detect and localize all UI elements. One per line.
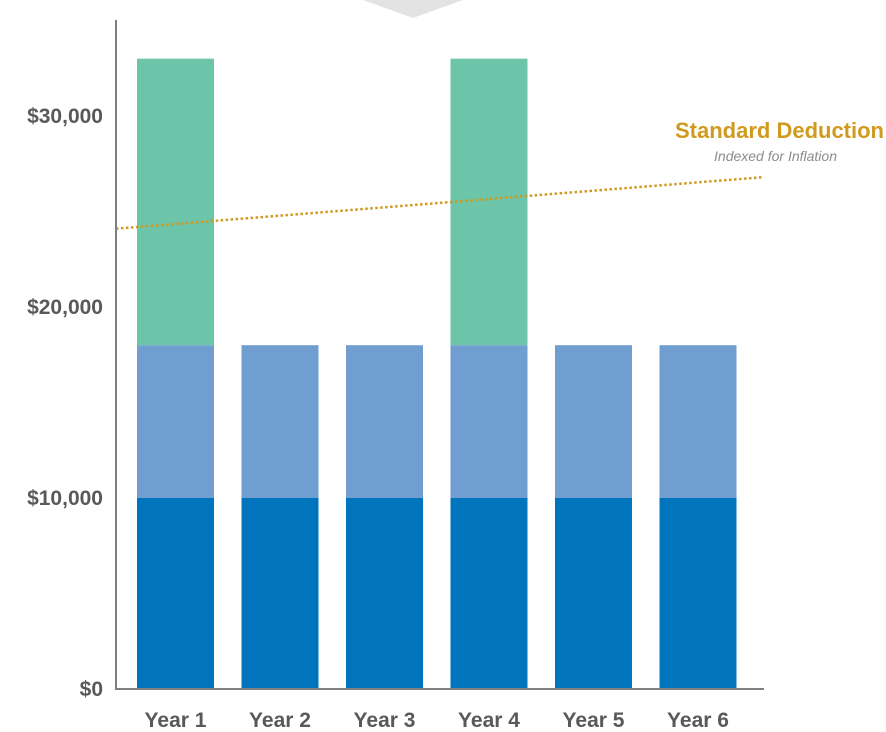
- x-tick-label: Year 2: [249, 709, 311, 732]
- bar-segment-1-year-1: [137, 498, 214, 689]
- bar-segment-1-year-4: [450, 498, 528, 689]
- standard-deduction-line: [115, 175, 765, 230]
- x-tick-label: Year 5: [563, 709, 625, 732]
- y-tick-label: $10,000: [27, 487, 103, 510]
- bar-segment-1-year-3: [346, 498, 423, 689]
- bar-segment-3-year-1: [137, 58, 214, 346]
- x-tick-labels: Year 1 Year 2 Year 3 Year 4 Year 5 Year 6: [145, 709, 729, 732]
- bar-segment-2-year-1: [137, 345, 214, 498]
- reference-line-group: [115, 175, 765, 230]
- bar-segment-2-year-2: [241, 345, 319, 498]
- y-tick-label: $20,000: [27, 296, 103, 319]
- x-tick-label: Year 6: [667, 709, 729, 732]
- x-tick-label: Year 4: [458, 709, 520, 732]
- bars-group: [137, 58, 737, 689]
- bar-segment-2-year-3: [346, 345, 423, 498]
- y-tick-label: $0: [80, 678, 103, 701]
- bar-segment-1-year-6: [659, 498, 737, 689]
- reference-line-sublabel: Indexed for Inflation: [714, 148, 837, 164]
- x-tick-label: Year 1: [145, 709, 207, 732]
- bar-segment-3-year-4: [450, 58, 528, 346]
- reference-line-label: Standard Deduction: [675, 118, 884, 143]
- top-pointer-shape: [363, 0, 463, 18]
- bar-segment-1-year-5: [555, 498, 632, 689]
- bar-segment-2-year-5: [555, 345, 632, 498]
- bar-segment-2-year-4: [450, 345, 528, 498]
- y-tick-label: $30,000: [27, 105, 103, 128]
- x-tick-label: Year 3: [354, 709, 416, 732]
- y-tick-labels: $0 $10,000 $20,000 $30,000: [27, 105, 103, 701]
- bar-segment-1-year-2: [241, 498, 319, 689]
- bar-segment-2-year-6: [659, 345, 737, 498]
